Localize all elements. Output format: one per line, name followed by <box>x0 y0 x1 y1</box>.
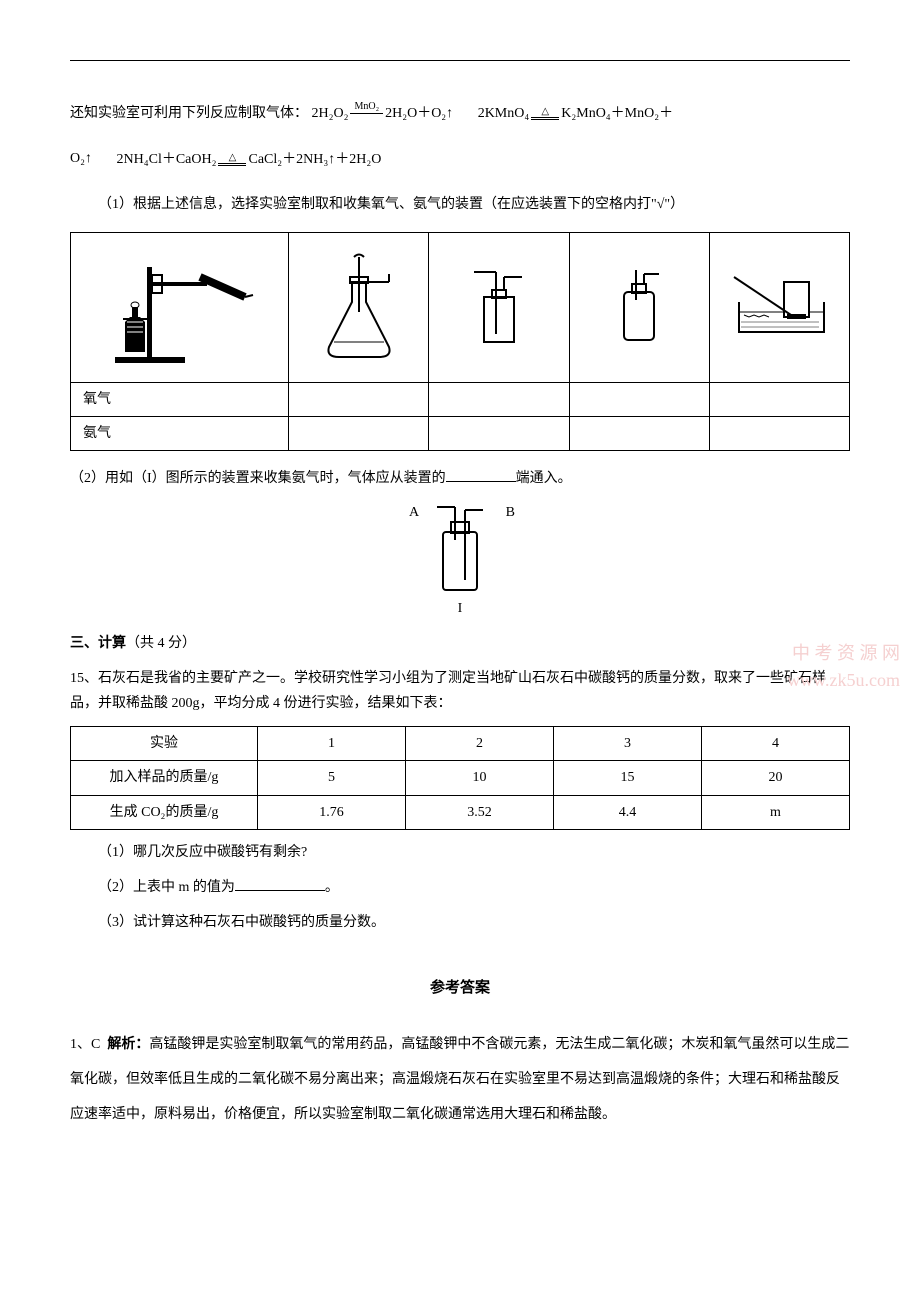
apparatus-cell-5 <box>709 232 849 382</box>
answer-1: 1、C 解析：高锰酸钾是实验室制取氧气的常用药品，高锰酸钾中不含碳元素，无法生成… <box>70 1027 850 1132</box>
answers-title: 参考答案 <box>70 975 850 1002</box>
equation-line-1: 还知实验室可利用下列反应制取气体： 2H₂O₂MnO₂ 2H₂O＋O₂↑ 2KM… <box>70 101 850 126</box>
blank-input-m[interactable] <box>235 877 325 891</box>
question-2: （2）用如（I）图所示的装置来收集氨气时，气体应从装置的端通入。 <box>70 466 850 491</box>
label-i: I <box>458 596 463 621</box>
table-row: 加入样品的质量/g 5 10 15 20 <box>71 761 850 795</box>
oxygen-check-1[interactable] <box>289 382 429 416</box>
table-row: 生成 CO₂的质量/g 1.76 3.52 4.4 m <box>71 795 850 829</box>
ammonia-check-1[interactable] <box>289 417 429 451</box>
ammonia-row-label: 氨气 <box>71 417 289 451</box>
apparatus-cell-4 <box>569 232 709 382</box>
reaction-3: 2NH₄Cl＋CaOH₂△CaCl₂＋2NH₃↑＋2H₂O <box>117 147 382 172</box>
question-15-2: （2）上表中 m 的值为。 <box>70 875 850 900</box>
apparatus-cell-3 <box>429 232 569 382</box>
ammonia-check-3[interactable] <box>569 417 709 451</box>
blank-input[interactable] <box>446 468 516 482</box>
oxygen-row-label: 氧气 <box>71 382 289 416</box>
reaction-1: 2H₂O₂MnO₂ 2H₂O＋O₂↑ <box>312 101 454 126</box>
oxygen-check-2[interactable] <box>429 382 569 416</box>
section-3-header: 三、计算（共 4 分） <box>70 631 850 656</box>
apparatus-bottle-long-icon <box>464 262 534 352</box>
bottle-i-icon <box>425 502 495 602</box>
apparatus-bottle-short-icon <box>609 262 669 352</box>
question-15-1: （1）哪几次反应中碳酸钙有剩余? <box>70 840 850 865</box>
question-15-3: （3）试计算这种石灰石中碳酸钙的质量分数。 <box>70 910 850 935</box>
question-15: 15、石灰石是我省的主要矿产之一。学校研究性学习小组为了测定当地矿山石灰石中碳酸… <box>70 666 850 716</box>
label-a: A <box>409 500 419 525</box>
apparatus-table: 氧气 氨气 <box>70 232 850 451</box>
data-table: 实验 1 2 3 4 加入样品的质量/g 5 10 15 20 生成 CO₂的质… <box>70 726 850 830</box>
apparatus-water-trough-icon <box>729 267 829 347</box>
figure-i: A B I <box>70 502 850 611</box>
apparatus-flask-icon <box>314 252 404 362</box>
equation-line-2: O₂↑ 2NH₄Cl＋CaOH₂△CaCl₂＋2NH₃↑＋2H₂O <box>70 146 850 171</box>
reaction-2: 2KMnO₄△K₂MnO₄＋MnO₂＋ <box>478 101 673 126</box>
apparatus-heating-stand-icon <box>105 247 255 367</box>
ammonia-check-4[interactable] <box>709 417 849 451</box>
apparatus-cell-2 <box>289 232 429 382</box>
label-b: B <box>506 500 515 525</box>
table-header-row: 实验 1 2 3 4 <box>71 727 850 761</box>
oxygen-check-4[interactable] <box>709 382 849 416</box>
apparatus-cell-1 <box>71 232 289 382</box>
ammonia-check-2[interactable] <box>429 417 569 451</box>
oxygen-check-3[interactable] <box>569 382 709 416</box>
top-divider <box>70 60 850 61</box>
question-1: （1）根据上述信息，选择实验室制取和收集氧气、氨气的装置（在应选装置下的空格内打… <box>70 192 850 217</box>
